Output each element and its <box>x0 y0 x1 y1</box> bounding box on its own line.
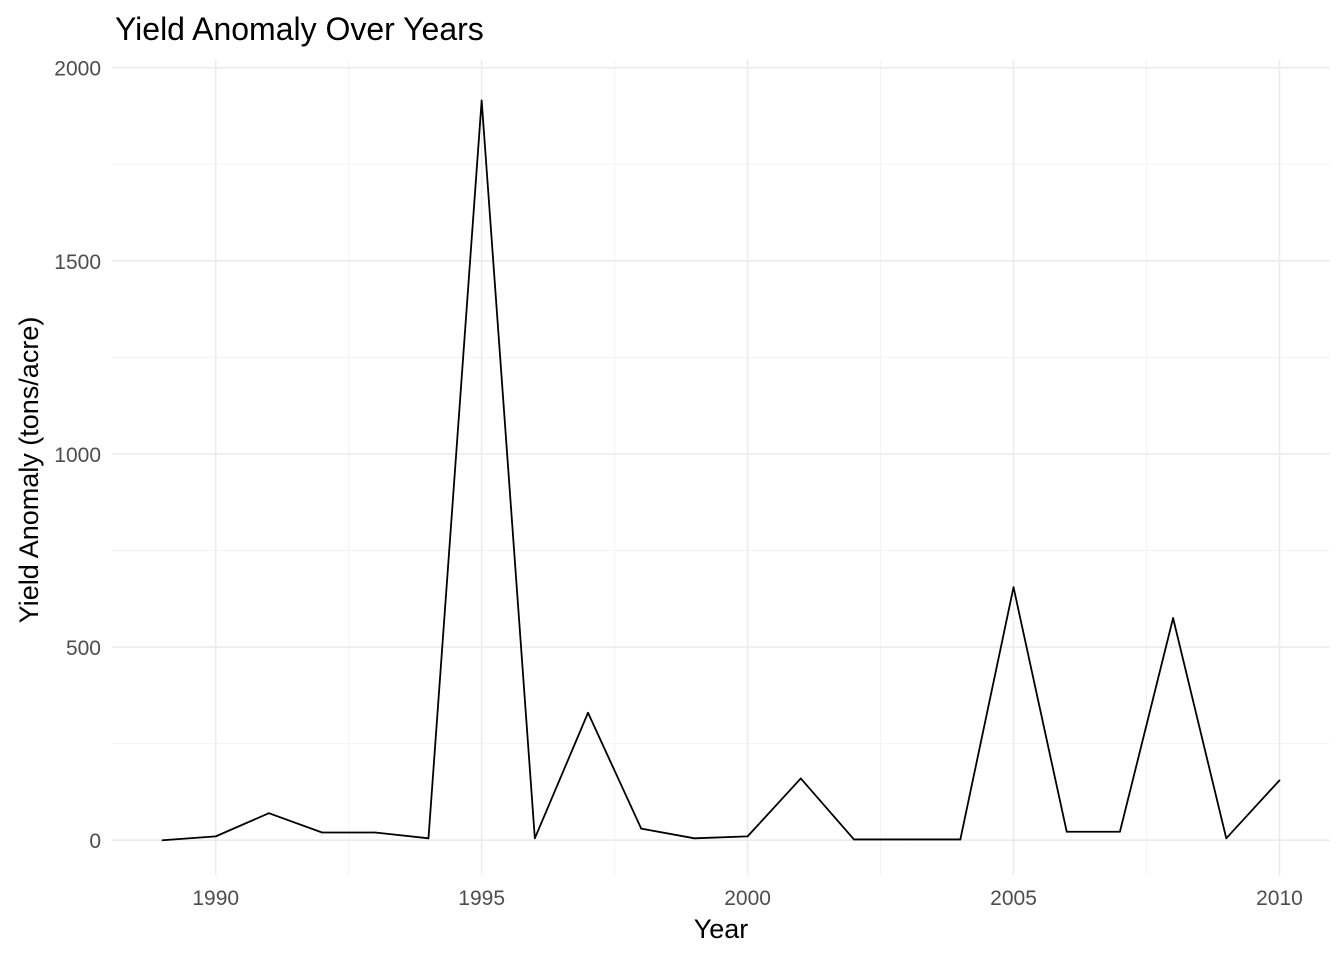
data-point <box>746 835 749 838</box>
x-axis-title: Year <box>694 914 749 944</box>
data-point <box>1012 586 1015 589</box>
x-tick-label: 1995 <box>458 887 505 910</box>
x-axis-tick-labels: 1990 1995 2000 2005 2010 <box>192 887 1302 910</box>
data-point <box>1225 837 1228 840</box>
series-layer <box>161 99 1281 842</box>
data-point <box>853 838 855 841</box>
x-tick-label: 1990 <box>192 887 239 910</box>
series-line <box>162 99 1281 842</box>
data-point <box>799 777 802 780</box>
data-point <box>906 838 909 841</box>
data-point <box>214 835 217 838</box>
y-axis-title: Yield Anomaly (tons/acre) <box>14 317 44 624</box>
data-point <box>268 812 270 815</box>
data-point <box>533 837 536 840</box>
y-axis-tick-labels: 0 500 1000 1500 2000 <box>54 58 101 854</box>
y-tick-label: 1500 <box>54 251 101 274</box>
major-gridlines <box>112 60 1330 875</box>
data-point <box>374 831 377 834</box>
x-tick-label: 2005 <box>990 887 1037 910</box>
data-point <box>587 711 589 714</box>
data-point <box>959 838 962 841</box>
data-point <box>321 831 323 834</box>
y-tick-label: 2000 <box>54 58 101 81</box>
y-tick-label: 1000 <box>54 444 101 467</box>
data-point <box>1119 830 1121 833</box>
data-point <box>693 837 696 840</box>
data-point <box>1065 830 1068 833</box>
y-tick-label: 500 <box>66 637 101 660</box>
data-point <box>427 837 430 840</box>
data-point <box>640 827 643 830</box>
x-tick-label: 2000 <box>724 887 771 910</box>
y-tick-label: 0 <box>89 830 101 853</box>
minor-gridlines <box>112 60 1330 875</box>
data-point <box>1278 779 1281 782</box>
data-point <box>1172 617 1174 620</box>
data-point <box>161 839 164 842</box>
data-point <box>480 99 483 102</box>
x-tick-label: 2010 <box>1256 887 1303 910</box>
chart-title: Yield Anomaly Over Years <box>115 11 484 47</box>
